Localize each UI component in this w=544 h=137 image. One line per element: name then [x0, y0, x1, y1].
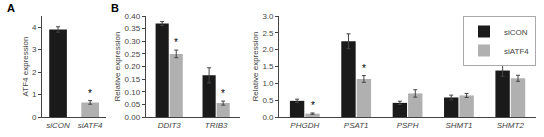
svg-text:0.05: 0.05: [125, 100, 141, 109]
svg-text:0.30: 0.30: [125, 37, 141, 46]
svg-text:siATF4: siATF4: [504, 47, 529, 56]
svg-text:0: 0: [32, 113, 37, 122]
svg-text:B: B: [111, 2, 119, 14]
svg-text:2.5: 2.5: [262, 29, 274, 38]
svg-text:siCON: siCON: [46, 121, 70, 130]
svg-text:0.10: 0.10: [125, 88, 141, 97]
svg-text:*: *: [311, 100, 315, 111]
svg-text:2: 2: [32, 68, 37, 77]
svg-text:4: 4: [32, 23, 37, 32]
svg-text:TRIB3: TRIB3: [205, 121, 228, 130]
svg-text:2.0: 2.0: [262, 45, 274, 54]
svg-text:1.5: 1.5: [262, 62, 274, 71]
svg-text:siCON: siCON: [504, 28, 528, 37]
svg-text:*: *: [362, 63, 366, 74]
svg-text:*: *: [174, 37, 178, 48]
svg-text:Relative expression: Relative expression: [113, 32, 122, 102]
svg-text:PSPH: PSPH: [397, 121, 419, 130]
svg-text:A: A: [7, 2, 15, 14]
svg-text:Relative expression: Relative expression: [251, 32, 260, 102]
svg-text:siATF4: siATF4: [78, 121, 103, 130]
svg-text:SHMT1: SHMT1: [445, 121, 472, 130]
svg-text:0.40: 0.40: [125, 12, 141, 21]
svg-text:1.0: 1.0: [262, 79, 274, 88]
svg-text:*: *: [88, 88, 92, 99]
svg-text:ATF4 expression: ATF4 expression: [21, 37, 30, 97]
svg-text:1: 1: [32, 90, 37, 99]
svg-text:SHMT2: SHMT2: [497, 121, 525, 130]
svg-text:0.0: 0.0: [262, 113, 274, 122]
svg-text:3.0: 3.0: [262, 12, 274, 21]
svg-text:0.15: 0.15: [125, 75, 141, 84]
svg-text:0.5: 0.5: [262, 96, 274, 105]
svg-text:0.25: 0.25: [125, 50, 141, 59]
svg-text:0.20: 0.20: [125, 62, 141, 71]
svg-text:PHGDH: PHGDH: [290, 121, 319, 130]
svg-text:DDIT3: DDIT3: [158, 121, 182, 130]
svg-text:3: 3: [32, 45, 37, 54]
svg-text:0.35: 0.35: [125, 24, 141, 33]
svg-text:0.00: 0.00: [125, 113, 141, 122]
svg-text:PSAT1: PSAT1: [344, 121, 369, 130]
svg-text:*: *: [221, 88, 225, 99]
